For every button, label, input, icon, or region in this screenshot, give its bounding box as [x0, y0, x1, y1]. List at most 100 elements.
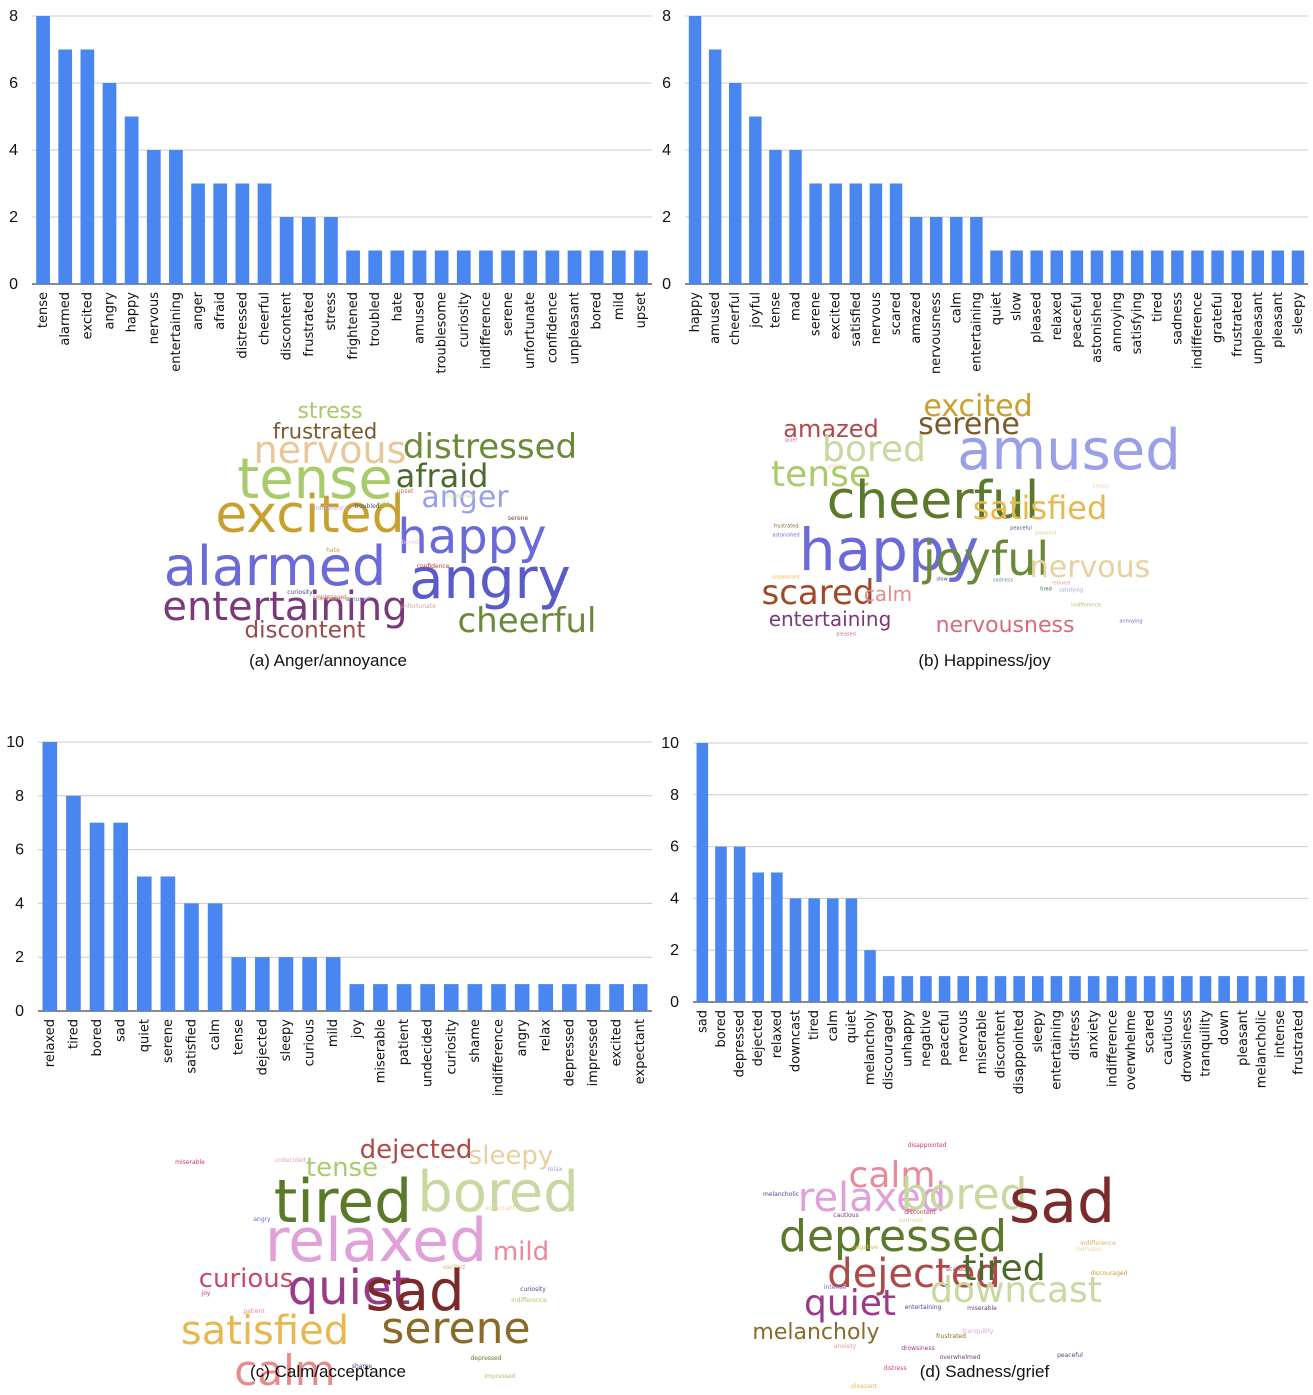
word-cloud-word: afraid	[395, 457, 489, 495]
word-cloud-word: disappointed	[907, 1142, 947, 1149]
word-cloud-word: entertaining	[904, 1304, 942, 1311]
caption-calm: (c) Calm/acceptance	[250, 1362, 406, 1381]
x-tick-label: entertaining	[969, 292, 984, 372]
bar-discouraged	[882, 976, 895, 1002]
bar-quiet	[990, 250, 1003, 284]
bar-mild	[611, 250, 626, 284]
x-tick-label: hate	[390, 292, 405, 321]
bar-curiosity	[443, 984, 459, 1011]
word-cloud-word: indifference	[1071, 602, 1101, 609]
bar-entertaining	[970, 217, 983, 284]
x-tick-label: sleepy	[279, 1019, 294, 1062]
x-tick-label: negative	[919, 1010, 934, 1067]
bar-serene	[809, 183, 822, 284]
bar-upset	[634, 250, 648, 284]
y-tick-label: 4	[9, 142, 18, 159]
bar-indifference	[1191, 250, 1204, 284]
x-tick-label: impressed	[586, 1019, 601, 1086]
word-cloud-word: melancholic	[762, 1191, 800, 1198]
word-cloud-word: bored	[822, 429, 926, 470]
word-cloud-word: excited	[443, 1264, 465, 1271]
bar-amused	[412, 250, 427, 284]
x-tick-label: serene	[501, 292, 516, 336]
bar-calm	[207, 903, 223, 1011]
bar-distressed	[235, 183, 250, 284]
x-tick-label: curiosity	[457, 292, 472, 348]
word-cloud-word: entertaining	[768, 607, 892, 631]
bar-unfortunate	[523, 250, 538, 284]
bar-excited	[609, 984, 624, 1011]
x-tick-label: confidence	[545, 292, 560, 363]
bar-frustrated	[1231, 250, 1244, 284]
bar-hate	[390, 250, 405, 284]
word-cloud-word: excited	[215, 485, 405, 545]
word-cloud-word: unpleasant	[772, 574, 800, 581]
x-tick-label: tense	[768, 292, 783, 328]
word-cloud-word: tranquility	[962, 1328, 994, 1335]
word-cloud-word: dejected	[359, 1135, 473, 1165]
bar-indifference	[479, 250, 493, 284]
bar-tense	[36, 16, 50, 284]
bar-expectant	[632, 984, 648, 1011]
x-tick-label: excited	[610, 1019, 625, 1066]
word-cloud-calm: miserable undecided dejected tense sleepy rel…	[160, 1115, 600, 1392]
x-tick-label: mild	[326, 1019, 341, 1047]
word-cloud-word: anxiety	[833, 1343, 857, 1350]
x-tick-label: quiet	[844, 1010, 859, 1043]
bar-cheerful	[257, 183, 272, 284]
word-cloud-word: unfortunate	[400, 603, 436, 610]
bar-joy	[349, 984, 365, 1011]
bar-downcast	[789, 898, 802, 1002]
word-cloud-word: peaceful	[1010, 525, 1032, 532]
x-tick-label: disappointed	[1012, 1010, 1027, 1094]
bar-peaceful	[1070, 250, 1084, 284]
bar-quiet	[845, 898, 858, 1002]
bar-troublesome	[434, 250, 449, 284]
word-cloud-word: angry	[409, 547, 571, 612]
bar-sleepy	[278, 957, 294, 1011]
x-tick-label: sleepy	[1291, 292, 1306, 335]
word-cloud-happiness: excited amazed serene bored amused tense quiet…	[756, 388, 1181, 648]
word-cloud-word: melancholy	[752, 1320, 880, 1345]
x-tick-label: discouraged	[882, 1010, 897, 1090]
bar-angry	[102, 83, 117, 284]
x-tick-label: cautious	[1161, 1010, 1176, 1065]
bar-amazed	[909, 217, 923, 284]
x-tick-label: relaxed	[43, 1019, 58, 1067]
word-cloud-word: alarmed	[163, 535, 387, 598]
word-cloud-word: tired	[962, 1248, 1046, 1289]
x-tick-label: frustrated	[1292, 1010, 1307, 1075]
word-cloud-word: miserable	[175, 1159, 205, 1166]
x-tick-label: anger	[191, 291, 206, 329]
caption-happiness: (b) Happiness/joy	[918, 651, 1051, 670]
x-tick-label: cheerful	[728, 292, 743, 345]
x-tick-label: tired	[66, 1019, 81, 1049]
word-cloud-word: astonished	[772, 532, 800, 539]
bar-indifference	[1106, 976, 1119, 1002]
x-tick-label: shame	[468, 1019, 483, 1063]
bar-confidence	[545, 250, 560, 284]
word-cloud-word: distress	[883, 1365, 907, 1372]
word-cloud-word: curiosity	[287, 589, 313, 596]
word-cloud-word: confidence	[416, 563, 450, 570]
bar-bored	[589, 250, 604, 284]
bar-melancholy	[864, 950, 876, 1002]
bar-joyful	[749, 116, 762, 284]
x-tick-label: pleased	[1030, 292, 1045, 343]
x-tick-label: scared	[889, 292, 904, 335]
bar-anxiety	[1087, 976, 1100, 1002]
word-cloud-word: negative	[851, 1244, 879, 1251]
bar-discontent	[994, 976, 1007, 1002]
word-cloud-word: relax	[547, 1166, 563, 1173]
bar-tense	[231, 957, 247, 1011]
x-tick-label: sad	[695, 1010, 710, 1033]
word-cloud-word: discontent	[904, 1209, 936, 1216]
x-tick-label: satisfied	[849, 292, 864, 347]
bar-afraid	[213, 183, 228, 284]
bar-chart-anger: 0 2 4 6 8 tense alarmed excited angry happy nervou…	[9, 8, 652, 374]
bar-entertaining	[1050, 976, 1063, 1002]
word-cloud-word: quiet	[804, 1283, 896, 1324]
y-tick-label: 4	[15, 895, 24, 912]
word-cloud-word: pleasant	[851, 1383, 877, 1390]
x-tick-label: tense	[36, 292, 51, 328]
